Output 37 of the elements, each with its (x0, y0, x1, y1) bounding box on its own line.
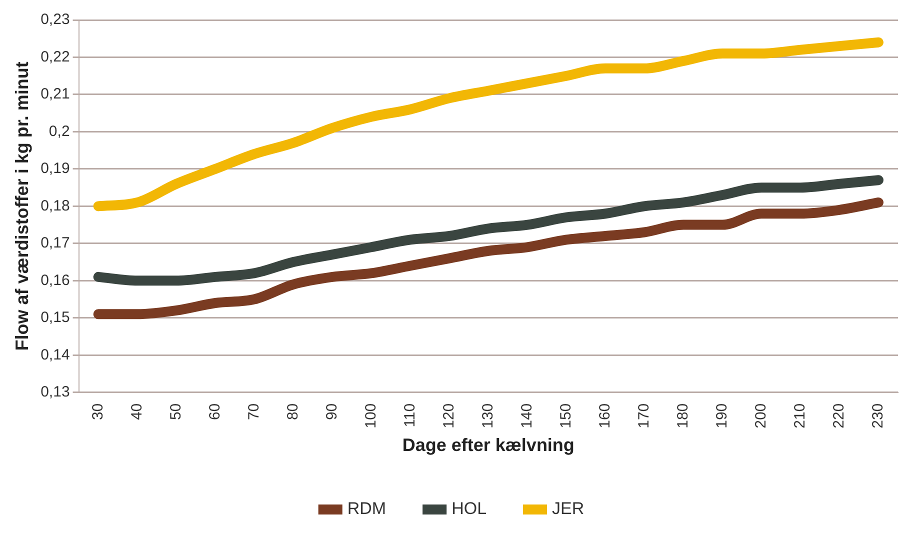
x-tick-label: 190 (714, 403, 731, 428)
x-tick-label: 200 (752, 403, 770, 428)
legend-label: HOL (452, 499, 487, 518)
y-tick-label: 0,2 (48, 122, 70, 140)
x-axis-title: Dage efter kælvning (402, 435, 574, 456)
x-tick-label: 60 (206, 403, 224, 420)
x-tick-label: 180 (674, 403, 692, 428)
y-tick-label: 0,22 (40, 48, 70, 66)
x-tick-label: 80 (284, 403, 302, 420)
x-tick-label: 70 (245, 403, 262, 420)
y-tick-label: 0,19 (40, 160, 70, 178)
legend-label: RDM (347, 499, 386, 518)
x-tick-label: 130 (480, 403, 497, 428)
x-tick-label: 110 (402, 403, 419, 428)
x-tick-label: 30 (89, 403, 106, 420)
x-tick-label: 160 (596, 403, 614, 428)
y-tick-label: 0,17 (40, 234, 70, 252)
x-tick-label: 120 (440, 403, 458, 428)
y-tick-label: 0,16 (40, 272, 70, 289)
x-tick-label: 210 (792, 403, 809, 428)
x-tick-label: 40 (128, 403, 146, 420)
y-tick-label: 0,23 (40, 11, 70, 28)
y-tick-label: 0,14 (40, 346, 70, 364)
x-tick-label: 140 (518, 403, 536, 428)
x-tick-label: 170 (636, 403, 653, 428)
x-tick-label: 50 (167, 403, 184, 420)
x-tick-label: 220 (830, 403, 848, 428)
y-tick-label: 0,13 (40, 384, 70, 401)
y-axis-title: Flow af værdistoffer i kg pr. minut (12, 62, 32, 351)
y-tick-label: 0,21 (40, 86, 70, 103)
x-tick-label: 90 (324, 403, 340, 420)
y-tick-label: 0,18 (40, 197, 70, 214)
x-tick-label: 100 (362, 403, 380, 428)
x-tick-label: 230 (870, 403, 887, 428)
legend-label: JER (552, 499, 584, 518)
x-tick-label: 150 (558, 403, 575, 428)
y-tick-label: 0,15 (40, 309, 70, 326)
